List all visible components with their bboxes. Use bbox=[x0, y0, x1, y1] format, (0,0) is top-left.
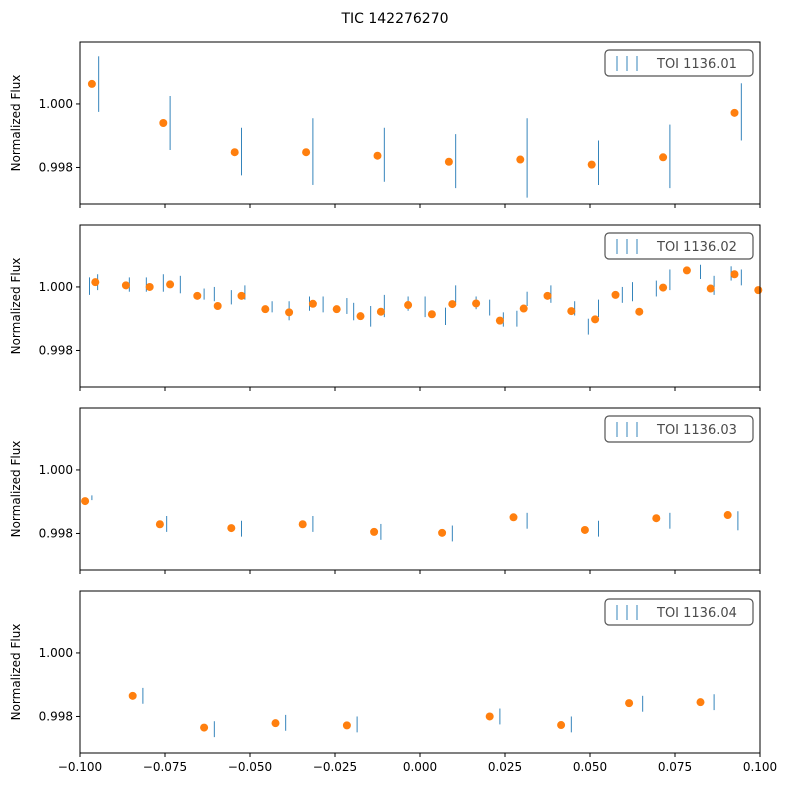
binned-point bbox=[659, 153, 668, 162]
binned-point bbox=[706, 284, 715, 293]
binned-point bbox=[308, 299, 317, 308]
binned-point bbox=[356, 312, 365, 321]
y-tick-label: 0.998 bbox=[39, 343, 73, 357]
y-tick-label: 1.000 bbox=[39, 646, 73, 660]
binned-point bbox=[625, 699, 634, 708]
binned-point bbox=[159, 119, 168, 127]
legend-box bbox=[604, 598, 754, 626]
y-tick-label: 1.000 bbox=[39, 97, 73, 111]
binned-point bbox=[298, 520, 307, 529]
panel-3: 0.998 1.000 Normalized Flux TOI 1136.03 bbox=[9, 407, 761, 574]
binned-point bbox=[754, 286, 763, 295]
binned-point bbox=[580, 525, 589, 534]
y-tick-label: 1.000 bbox=[39, 280, 73, 294]
binned-point bbox=[91, 278, 100, 287]
binned-point bbox=[611, 290, 620, 299]
binned-point bbox=[427, 310, 436, 319]
binned-point bbox=[404, 301, 413, 310]
binned-point bbox=[448, 300, 457, 309]
binned-point bbox=[543, 291, 552, 300]
x-tick-label: 0.000 bbox=[403, 760, 437, 774]
x-tick-label: −0.100 bbox=[58, 760, 102, 774]
y-tick-label: 0.998 bbox=[39, 709, 73, 723]
binned-point bbox=[591, 315, 600, 324]
binned-point bbox=[373, 151, 382, 160]
binned-point bbox=[495, 316, 504, 325]
x-tick-label: 0.075 bbox=[658, 760, 692, 774]
binned-point bbox=[723, 511, 732, 520]
binned-point bbox=[444, 157, 453, 166]
legend-box bbox=[604, 232, 754, 260]
legend-label: TOI 1136.04 bbox=[656, 606, 737, 621]
figure-title: TIC 142276270 bbox=[340, 11, 448, 27]
binned-point bbox=[200, 723, 209, 732]
binned-point bbox=[237, 291, 246, 300]
legend-box bbox=[604, 415, 754, 443]
binned-point bbox=[587, 160, 596, 169]
binned-point bbox=[652, 514, 661, 523]
y-tick-label: 0.998 bbox=[39, 526, 73, 540]
x-tick-label: −0.025 bbox=[313, 760, 357, 774]
y-axis-label: Normalized Flux bbox=[9, 441, 23, 538]
binned-point bbox=[193, 291, 202, 300]
binned-point bbox=[145, 282, 154, 291]
binned-point bbox=[271, 719, 280, 728]
legend-label: TOI 1136.01 bbox=[656, 57, 737, 72]
binned-point bbox=[342, 721, 351, 730]
legend-box bbox=[604, 49, 754, 77]
y-axis-label: Normalized Flux bbox=[9, 75, 23, 172]
binned-point bbox=[261, 305, 270, 314]
x-tick-label: −0.050 bbox=[228, 760, 272, 774]
binned-point bbox=[227, 524, 236, 533]
binned-point bbox=[121, 281, 130, 290]
x-tick-label: −0.075 bbox=[143, 760, 187, 774]
binned-point bbox=[519, 304, 528, 313]
y-axis-label: Normalized Flux bbox=[9, 624, 23, 721]
binned-point bbox=[567, 307, 576, 316]
binned-point bbox=[213, 302, 222, 310]
panel-1: 0.998 1.000 Normalized Flux TOI 1136.01 bbox=[9, 41, 761, 208]
panel-4: −0.100 −0.075 −0.050 −0.025 0.000 0.025 0.050 0… bbox=[9, 590, 777, 774]
binned-point bbox=[81, 497, 90, 506]
binned-point bbox=[696, 698, 705, 707]
binned-point bbox=[682, 266, 691, 275]
binned-point bbox=[659, 283, 668, 292]
binned-point bbox=[155, 520, 164, 529]
binned-point bbox=[285, 308, 294, 317]
panel-2: 0.998 1.000 Normalized Flux TOI 1136.02 bbox=[9, 224, 763, 391]
binned-point bbox=[557, 721, 566, 730]
binned-point bbox=[438, 528, 447, 537]
binned-point bbox=[730, 270, 739, 279]
binned-point bbox=[509, 513, 518, 522]
y-axis-label: Normalized Flux bbox=[9, 258, 23, 355]
binned-point bbox=[230, 148, 239, 157]
binned-point bbox=[87, 79, 96, 88]
binned-point bbox=[332, 305, 341, 314]
binned-point bbox=[128, 691, 137, 700]
binned-point bbox=[472, 299, 481, 308]
binned-point bbox=[370, 527, 379, 536]
x-tick-label: 0.025 bbox=[488, 760, 522, 774]
legend-label: TOI 1136.02 bbox=[656, 240, 737, 255]
binned-point bbox=[635, 307, 644, 316]
binned-point bbox=[730, 108, 739, 117]
legend-label: TOI 1136.03 bbox=[656, 423, 737, 438]
binned-point bbox=[376, 307, 385, 316]
x-tick-label: 0.050 bbox=[573, 760, 607, 774]
binned-point bbox=[302, 148, 311, 157]
binned-point bbox=[166, 280, 175, 289]
x-tick-label: 0.100 bbox=[743, 760, 777, 774]
binned-point bbox=[516, 155, 525, 164]
y-tick-label: 0.998 bbox=[39, 160, 73, 174]
y-tick-label: 1.000 bbox=[39, 463, 73, 477]
binned-point bbox=[485, 712, 494, 721]
